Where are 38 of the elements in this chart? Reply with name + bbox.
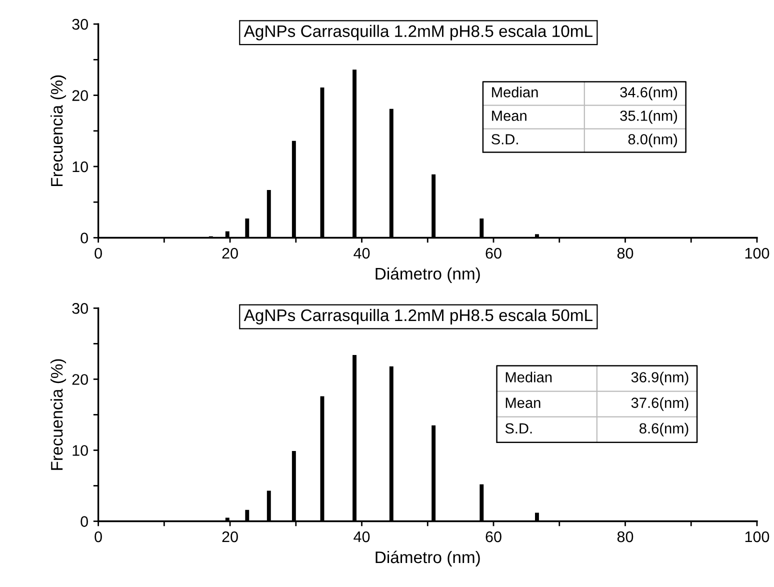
y-tick-label: 10 bbox=[72, 445, 88, 456]
x-tick-label: 60 bbox=[486, 531, 502, 542]
x-tick-label: 20 bbox=[222, 248, 238, 259]
annotation: S.D. bbox=[505, 423, 532, 434]
y-axis-title: Frecuencia (%) bbox=[50, 359, 66, 470]
annotation: 36.9(nm) bbox=[631, 372, 688, 386]
annotation: Median bbox=[506, 372, 552, 382]
x-tick-label: 0 bbox=[94, 248, 102, 259]
x-tick-label: 80 bbox=[617, 248, 634, 259]
annotation: 34.6(nm) bbox=[620, 86, 678, 100]
x-tick-label: 40 bbox=[354, 531, 370, 542]
annotation: Median bbox=[492, 86, 538, 98]
annotation: 8.6(nm) bbox=[640, 422, 688, 436]
x-tick-label: 80 bbox=[617, 531, 634, 542]
y-axis-title: Frecuencia (%) bbox=[50, 75, 66, 186]
y-tick-label: 30 bbox=[72, 18, 88, 30]
y-tick-label: 20 bbox=[72, 374, 88, 385]
x-tick-label: 100 bbox=[745, 248, 770, 259]
annotation: 37.6(nm) bbox=[631, 397, 688, 411]
x-tick-label: 100 bbox=[745, 531, 770, 542]
x-tick-label: 40 bbox=[354, 248, 370, 259]
y-tick-label: 0 bbox=[80, 516, 88, 527]
y-tick-label: 30 bbox=[72, 303, 88, 314]
annotation: Mean bbox=[492, 110, 526, 121]
y-tick-label: 20 bbox=[72, 90, 88, 101]
annotation: Mean bbox=[506, 398, 540, 408]
chart-title: AgNPs Carrasquilla 1.2mM pH8.5 escala 10mL bbox=[244, 24, 592, 40]
chart-title: AgNPs Carrasquilla 1.2mM pH8.5 escala 50mL bbox=[244, 308, 592, 324]
x-axis-title: Diámetro (nm) bbox=[376, 550, 480, 566]
x-tick-label: 0 bbox=[94, 531, 102, 542]
annotation: 35.1(nm) bbox=[620, 110, 678, 124]
y-tick-label: 0 bbox=[80, 232, 88, 244]
y-tick-label: 10 bbox=[72, 161, 88, 172]
x-axis-title: Diámetro (nm) bbox=[376, 267, 480, 283]
annotation: S.D. bbox=[492, 134, 518, 144]
x-tick-label: 20 bbox=[222, 531, 238, 542]
x-tick-label: 60 bbox=[486, 248, 502, 259]
annotation: 8.0(nm) bbox=[628, 134, 678, 148]
